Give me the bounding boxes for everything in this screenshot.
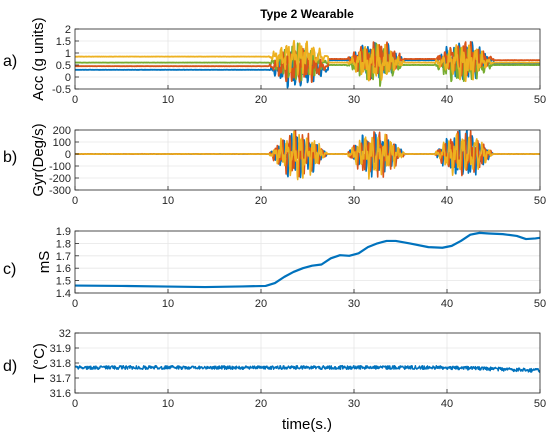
x-tick-label: 40 — [441, 94, 453, 106]
panel-label: a) — [3, 53, 17, 70]
y-tick-label: 1.4 — [56, 288, 71, 300]
x-tick-label: 30 — [348, 94, 360, 106]
x-tick-label: 50 — [534, 195, 546, 207]
series-group — [75, 39, 540, 89]
panel-3: 0 10 20 30 40 50 1.41.51.61.71.81.9 c) mS — [3, 226, 546, 310]
panels: 0 10 20 30 40 50-0.500.511.52a) Acc (g units)0… — [3, 17, 546, 410]
y-tick-label: 1.7 — [56, 251, 71, 263]
panel-label: c) — [3, 261, 16, 278]
y-axis-label: Acc (g units) — [30, 17, 47, 100]
y-tick-label: 31.8 — [50, 358, 71, 370]
x-tick-label: 0 — [72, 195, 78, 207]
y-tick-label: 32 — [59, 328, 71, 340]
y-tick-label: 1.5 — [56, 276, 71, 288]
axes-box — [74, 230, 541, 294]
y-tick-label: -200 — [49, 173, 71, 185]
x-tick-label: 20 — [255, 298, 267, 310]
x-tick-label: 10 — [162, 298, 174, 310]
series-line-3 — [75, 39, 540, 83]
x-tick-label: 20 — [255, 94, 267, 106]
x-tick-label: 10 — [162, 398, 174, 410]
x-tick-label: 40 — [441, 195, 453, 207]
y-tick-label: 1.5 — [56, 36, 71, 48]
y-tick-label: 200 — [53, 125, 71, 137]
x-tick-label: 40 — [441, 398, 453, 410]
y-tick-label: 31.7 — [50, 373, 71, 385]
panel-label: b) — [3, 149, 17, 166]
x-tick-label: 10 — [162, 195, 174, 207]
y-tick-label: 1 — [65, 48, 71, 60]
x-tick-label: 30 — [348, 398, 360, 410]
y-tick-label: 2 — [65, 24, 71, 36]
figure-title: Type 2 Wearable — [260, 7, 354, 21]
y-tick-label: 31.9 — [50, 343, 71, 355]
y-tick-label: 0.5 — [56, 60, 71, 72]
x-axis-label: time(s.) — [282, 416, 332, 433]
y-axis-label: Gyr(Deg/s) — [30, 123, 47, 196]
series-group — [75, 130, 540, 181]
y-tick-label: -100 — [49, 161, 71, 173]
y-tick-label: 1.9 — [56, 226, 71, 238]
x-tick-label: 30 — [348, 298, 360, 310]
x-tick-label: 0 — [72, 398, 78, 410]
y-tick-label: 0 — [65, 149, 71, 161]
x-tick-label: 0 — [72, 298, 78, 310]
x-tick-label: 40 — [441, 298, 453, 310]
series-line-2 — [75, 41, 540, 84]
x-tick-label: 10 — [162, 94, 174, 106]
panel-4: 0 10 20 30 40 50 31.6 31.7 31.8 31.9 32 d) T (°C) — [3, 328, 546, 410]
y-tick-label: -0.5 — [52, 84, 71, 96]
series-group — [75, 364, 540, 373]
panel-1: 0 10 20 30 40 50-0.500.511.52a) Acc (g units) — [3, 17, 546, 106]
y-axis-label: mS — [36, 251, 53, 274]
y-tick-label: -300 — [49, 185, 71, 197]
x-tick-label: 20 — [255, 195, 267, 207]
x-tick-label: 50 — [534, 298, 546, 310]
x-tick-label: 20 — [255, 398, 267, 410]
series-line — [75, 364, 540, 373]
y-tick-label: 0 — [65, 72, 71, 84]
x-tick-label: 50 — [534, 398, 546, 410]
panel-label: d) — [3, 358, 17, 375]
x-tick-label: 30 — [348, 195, 360, 207]
y-tick-label: 1.6 — [56, 263, 71, 275]
series-line-3 — [75, 130, 540, 181]
x-tick-label: 50 — [534, 94, 546, 106]
y-axis-label: T (°C) — [31, 343, 48, 383]
x-tick-label: 0 — [72, 94, 78, 106]
axes-box — [74, 129, 541, 191]
series-group — [75, 231, 540, 289]
series-line — [75, 231, 540, 289]
y-tick-label: 100 — [53, 137, 71, 149]
axes-box — [74, 28, 541, 90]
y-tick-label: 1.8 — [56, 238, 71, 250]
y-tick-label: 31.6 — [50, 388, 71, 400]
